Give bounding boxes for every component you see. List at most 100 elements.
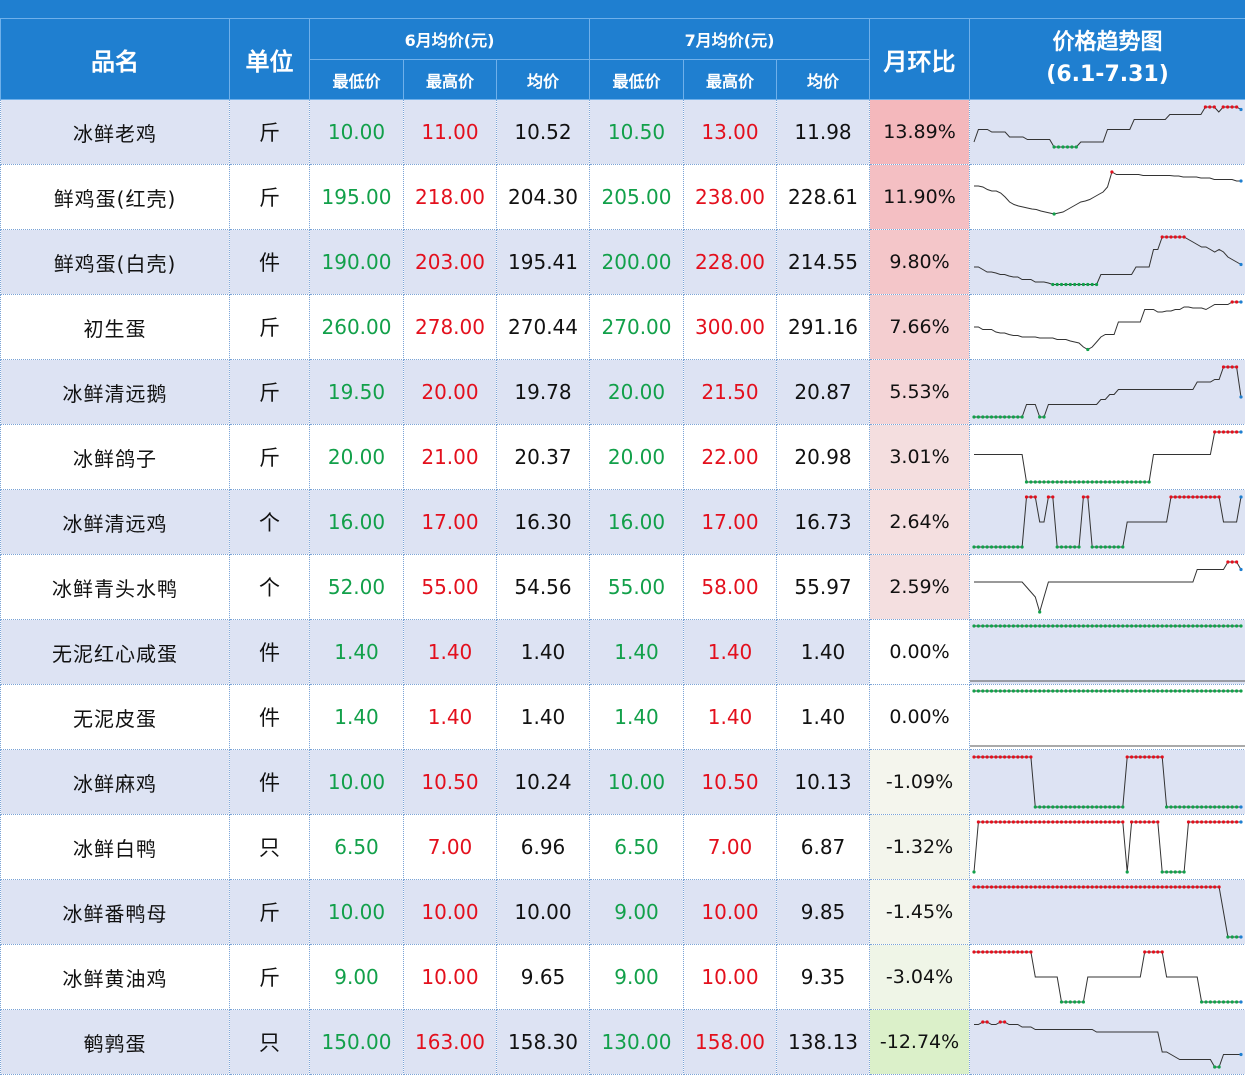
sparkline-line xyxy=(974,886,1242,938)
sparkline-marker xyxy=(1221,430,1226,434)
sparkline-line xyxy=(973,821,1242,873)
sparkline-svg xyxy=(974,430,1243,484)
sparkline-marker xyxy=(1191,495,1195,499)
sparkline-marker xyxy=(1068,545,1072,549)
sparkline-marker xyxy=(1090,545,1094,549)
sparkline-marker xyxy=(1230,935,1234,939)
july-low-price: 200.00 xyxy=(589,229,685,295)
sparkline-marker xyxy=(985,885,989,889)
sparkline-svg xyxy=(970,689,1245,747)
sparkline-marker xyxy=(1029,820,1033,824)
sparkline-marker xyxy=(1239,430,1243,434)
sparkline-marker xyxy=(1156,820,1160,824)
june-high-price: 203.00 xyxy=(403,229,497,295)
sparkline-marker xyxy=(1103,480,1107,484)
july-high-price: 22.00 xyxy=(683,424,778,490)
sparkline-marker xyxy=(1042,689,1046,693)
sparkline-marker xyxy=(1090,805,1094,809)
sparkline-marker xyxy=(1103,545,1107,549)
sparkline-marker xyxy=(1068,805,1072,809)
sparkline-marker xyxy=(1226,689,1230,693)
june-low-price: 52.00 xyxy=(309,554,404,620)
sparkline-marker xyxy=(1011,755,1016,759)
sparkline-marker xyxy=(1064,1000,1068,1004)
sparkline-marker xyxy=(1042,820,1046,824)
sparkline-marker xyxy=(1160,689,1164,693)
sparkline-marker xyxy=(1051,805,1055,809)
june-avg-price: 54.56 xyxy=(495,554,591,620)
price-trend-sparkline xyxy=(969,619,1245,685)
june-high-price: 21.00 xyxy=(403,424,497,490)
sparkline-marker xyxy=(1169,885,1173,889)
price-trend-sparkline xyxy=(969,554,1245,620)
sparkline-marker xyxy=(1055,689,1059,693)
sparkline-marker xyxy=(1130,755,1134,759)
july-avg-price: 55.97 xyxy=(776,554,871,620)
july-low-price: 1.40 xyxy=(589,619,685,685)
sparkline-marker xyxy=(998,820,1002,824)
sparkline-line xyxy=(974,496,1242,548)
sparkline-marker xyxy=(1086,885,1090,889)
sparkline-marker xyxy=(1024,885,1029,889)
sparkline-marker xyxy=(994,755,998,759)
sparkline-marker xyxy=(1064,480,1068,484)
sparkline-marker xyxy=(1029,624,1033,628)
sparkline-marker xyxy=(1095,545,1099,549)
sparkline-marker xyxy=(1029,480,1033,484)
price-trend-sparkline xyxy=(969,164,1245,230)
sparkline-marker xyxy=(1208,105,1212,109)
sparkline-marker xyxy=(1239,179,1243,183)
july-low-price: 205.00 xyxy=(589,164,685,230)
header-june: 6月均价(元) xyxy=(308,18,591,60)
sparkline-marker xyxy=(1151,755,1156,759)
sparkline-line xyxy=(973,106,1242,148)
sparkline-marker xyxy=(1125,885,1129,889)
table-row: 冰鲜麻鸡件 10.00 10.50 10.24 10.00 10.50 10.13 -1.09… xyxy=(0,749,1245,815)
sparkline-marker xyxy=(1007,689,1011,693)
sparkline-marker xyxy=(994,689,998,693)
sparkline-marker xyxy=(1239,300,1243,304)
sparkline-marker xyxy=(1077,282,1081,287)
july-low-price: 9.00 xyxy=(589,879,685,945)
sparkline-marker xyxy=(981,689,985,693)
june-high-price: 11.00 xyxy=(403,99,497,165)
sparkline-marker xyxy=(985,689,989,693)
sparkline-marker xyxy=(1213,624,1217,628)
june-low-price: 19.50 xyxy=(309,359,404,425)
sparkline-marker xyxy=(1081,689,1086,693)
sparkline-marker xyxy=(1134,624,1138,628)
sparkline-marker xyxy=(1108,805,1112,809)
sparkline-marker xyxy=(1073,1000,1077,1004)
sparkline-marker xyxy=(998,885,1002,889)
sparkline-marker xyxy=(1090,689,1094,693)
sparkline-marker xyxy=(1033,805,1037,809)
sparkline-marker xyxy=(1038,480,1042,484)
header-june-high: 最高价 xyxy=(403,59,497,100)
sparkline-marker xyxy=(1020,415,1024,419)
sparkline-marker xyxy=(1086,820,1090,824)
sparkline-marker xyxy=(1186,885,1191,889)
sparkline-marker xyxy=(1130,480,1134,484)
sparkline-marker xyxy=(998,755,1002,759)
sparkline-marker xyxy=(985,415,989,419)
sparkline-marker xyxy=(1208,495,1213,499)
sparkline-marker xyxy=(1011,950,1016,954)
sparkline-marker xyxy=(1217,1000,1221,1004)
sparkline-marker xyxy=(1204,1000,1208,1004)
sparkline-marker xyxy=(981,820,985,824)
june-avg-price: 204.30 xyxy=(495,164,591,230)
sparkline-marker xyxy=(1011,885,1016,889)
unit: 斤 xyxy=(229,879,310,945)
sparkline-marker xyxy=(1191,885,1195,889)
sparkline-marker xyxy=(1173,235,1177,239)
sparkline-marker xyxy=(1156,624,1160,628)
sparkline-line xyxy=(974,171,1242,215)
table-row: 冰鲜番鸭母斤 10.00 10.00 10.00 9.00 10.00 9.85 -1.45% xyxy=(0,879,1245,945)
sparkline-marker xyxy=(1182,885,1186,889)
sparkline-marker xyxy=(981,624,985,628)
sparkline-marker xyxy=(1116,820,1121,824)
table-row: 冰鲜清远鹅斤 19.50 20.00 19.78 20.00 21.50 20.87 5.53… xyxy=(0,359,1245,425)
sparkline-marker xyxy=(1235,935,1239,939)
sparkline-marker xyxy=(1016,624,1020,628)
month-change: 13.89% xyxy=(869,99,971,165)
